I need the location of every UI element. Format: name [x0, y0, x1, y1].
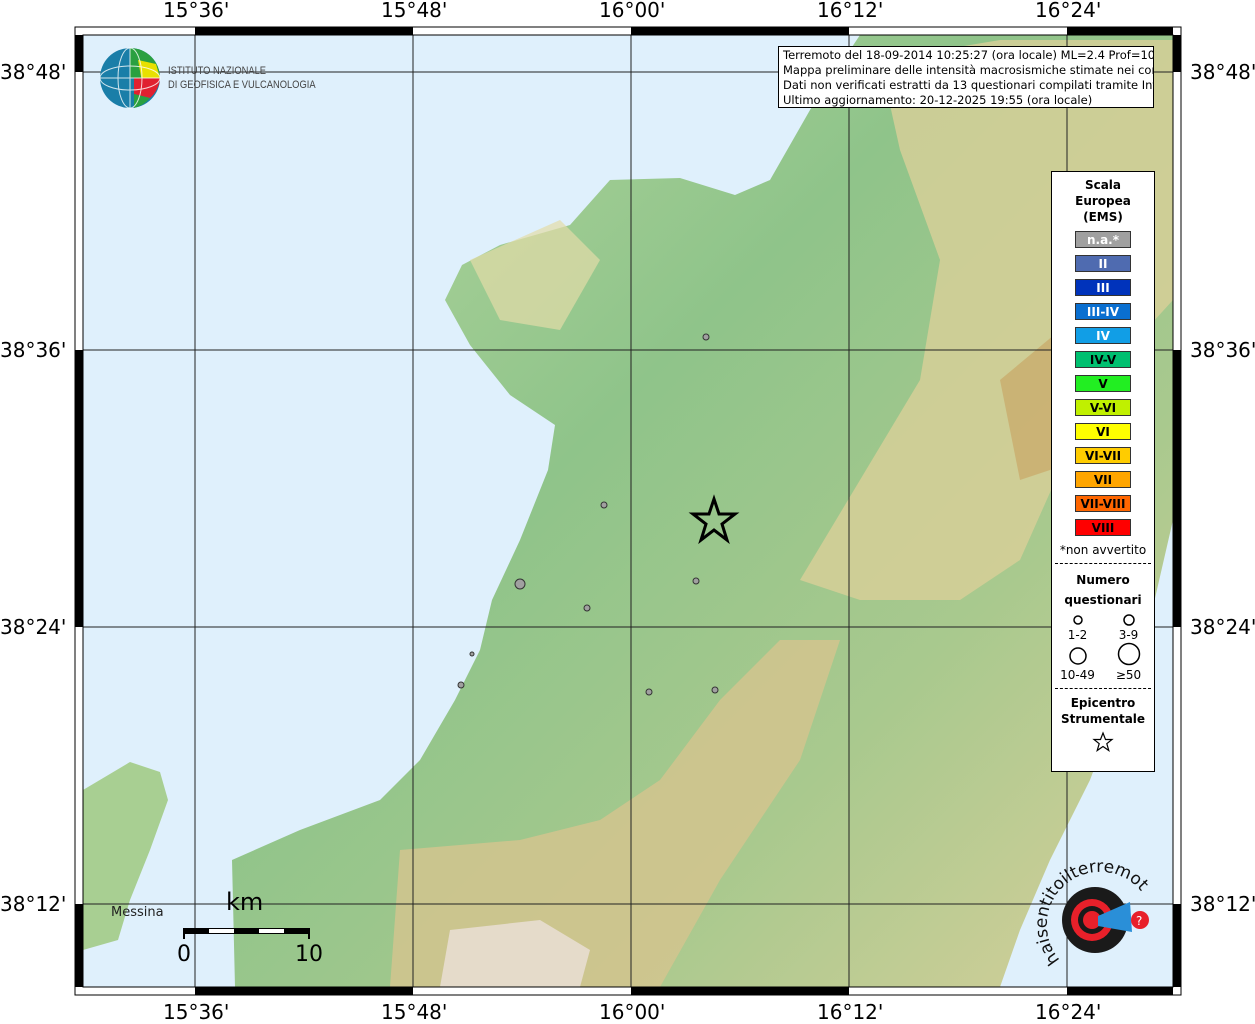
- frame-segment: [75, 904, 83, 987]
- lon-label-bottom: 15°36': [163, 1000, 230, 1024]
- count-class: ≥50: [1103, 642, 1154, 682]
- sicily-land: [83, 762, 168, 950]
- intensity-swatch: VIII: [1075, 519, 1131, 536]
- frame-segment: [75, 350, 83, 627]
- intensity-scale: n.a.* II III III-IV IV IV-V V V-VI VI VI-VII VII VI…: [1052, 231, 1154, 536]
- lon-label-top: 16°00': [599, 0, 666, 22]
- frame-segment: [1173, 35, 1181, 72]
- divider: [1055, 563, 1151, 564]
- lat-label-right: 38°12': [1190, 892, 1255, 916]
- lon-label-top: 15°48': [381, 0, 448, 22]
- intensity-point: [711, 686, 719, 694]
- lon-label-bottom: 15°48': [381, 1000, 448, 1024]
- intensity-point: [692, 577, 700, 585]
- lat-label-left: 38°24': [0, 615, 67, 639]
- count-title: Numero: [1076, 573, 1130, 587]
- lat-label-right: 38°24': [1190, 615, 1255, 639]
- info-line: Mappa preliminare delle intensità macros…: [783, 63, 1154, 77]
- info-box: Terremoto del 18-09-2014 10:25:27 (ora l…: [778, 46, 1154, 108]
- scale-end: 10: [295, 942, 323, 967]
- intensity-swatch: III-IV: [1075, 303, 1131, 320]
- lon-label-top: 16°12': [817, 0, 884, 22]
- intensity-swatch: VI: [1075, 423, 1131, 440]
- count-class: 1-2: [1052, 614, 1103, 642]
- place-label-messina: Messina: [111, 905, 164, 920]
- intensity-swatch: V-VI: [1075, 399, 1131, 416]
- intensity-point: [469, 651, 475, 657]
- epicenter-title: Epicentro: [1070, 696, 1136, 710]
- intensity-point: [457, 681, 465, 689]
- intensity-swatch: II: [1075, 255, 1131, 272]
- frame-segment: [1067, 987, 1173, 995]
- epicenter-title: Strumentale: [1060, 712, 1146, 726]
- legend: Scala Europea (EMS) n.a.* II III III-IV IV IV…: [1051, 171, 1155, 772]
- intensity-swatch: VII: [1075, 471, 1131, 488]
- intensity-point: [600, 501, 608, 509]
- lon-label-top: 16°24': [1035, 0, 1102, 22]
- frame-segment: [75, 35, 83, 72]
- map-frame: [74, 26, 1182, 996]
- intensity-swatch: n.a.*: [1075, 231, 1131, 248]
- frame-segment: [195, 27, 413, 35]
- intensity-points: [457, 333, 719, 696]
- question-mark: ?: [1136, 914, 1142, 928]
- intensity-point: [702, 333, 710, 341]
- frame-segment: [631, 27, 849, 35]
- highland: [440, 920, 590, 987]
- circle-medium-icon: [1122, 614, 1135, 626]
- lat-label-right: 38°36': [1190, 338, 1255, 362]
- frame-segment: [1067, 27, 1173, 35]
- ingv-line1: ISTITUTO NAZIONALE: [168, 65, 267, 77]
- frame-segment: [1173, 350, 1181, 627]
- lat-label-right: 38°48': [1190, 60, 1255, 84]
- calabria-land: [232, 35, 1173, 987]
- frame-segment: [631, 987, 849, 995]
- lat-label-left: 38°12': [0, 892, 67, 916]
- legend-title: Europea: [1075, 194, 1131, 208]
- intensity-point: [645, 688, 653, 696]
- lon-label-bottom: 16°12': [817, 1000, 884, 1024]
- intensity-swatch: VI-VII: [1075, 447, 1131, 464]
- lon-label-bottom: 16°24': [1035, 1000, 1102, 1024]
- legend-title: (EMS): [1083, 210, 1123, 224]
- intensity-point: [583, 604, 591, 612]
- lat-label-left: 38°48': [0, 60, 67, 84]
- highland: [390, 640, 840, 987]
- legend-title: Scala: [1084, 178, 1122, 192]
- count-class: 3-9: [1103, 614, 1154, 642]
- count-title: questionari: [1064, 593, 1142, 607]
- ingv-line2: DI GEOFISICA E VULCANOLOGIA: [168, 79, 316, 91]
- lat-label-left: 38°36': [0, 338, 67, 362]
- haisentito-logo-icon[interactable]: ? haisentitoilterremoto.it www: [1030, 850, 1160, 980]
- scale-start: 0: [177, 942, 191, 967]
- circle-small-icon: [1072, 615, 1083, 625]
- frame-segment: [195, 987, 413, 995]
- circle-large-icon: [1068, 647, 1087, 665]
- ingv-logo-text: ISTITUTO NAZIONALE DI GEOFISICA E VULCAN…: [168, 64, 316, 92]
- frame-segment: [1173, 904, 1181, 987]
- scale-bar-graphic: [183, 928, 310, 939]
- ingv-logo-icon: [100, 47, 161, 109]
- intensity-swatch: V: [1075, 375, 1131, 392]
- info-line: Dati non verificati estratti da 13 quest…: [783, 78, 1154, 92]
- legend-footnote: *non avvertito: [1059, 543, 1147, 557]
- intensity-swatch: III: [1075, 279, 1131, 296]
- epicenter-star[interactable]: [688, 494, 740, 545]
- info-line: Terremoto del 18-09-2014 10:25:27 (ora l…: [783, 48, 1154, 62]
- intensity-swatch: VII-VIII: [1075, 495, 1131, 512]
- circle-xlarge-icon: [1117, 642, 1140, 666]
- star-icon: [1092, 731, 1114, 752]
- count-class: 10-49: [1052, 646, 1103, 682]
- info-line: Ultimo aggiornamento: 20-12-2025 19:55 (…: [783, 93, 1093, 107]
- intensity-swatch: IV: [1075, 327, 1131, 344]
- intensity-point: [514, 578, 526, 590]
- divider: [1055, 688, 1151, 689]
- intensity-swatch: IV-V: [1075, 351, 1131, 368]
- lon-label-bottom: 16°00': [599, 1000, 666, 1024]
- lon-label-top: 15°36': [163, 0, 230, 22]
- scale-unit: km: [226, 888, 264, 916]
- highland: [470, 220, 600, 330]
